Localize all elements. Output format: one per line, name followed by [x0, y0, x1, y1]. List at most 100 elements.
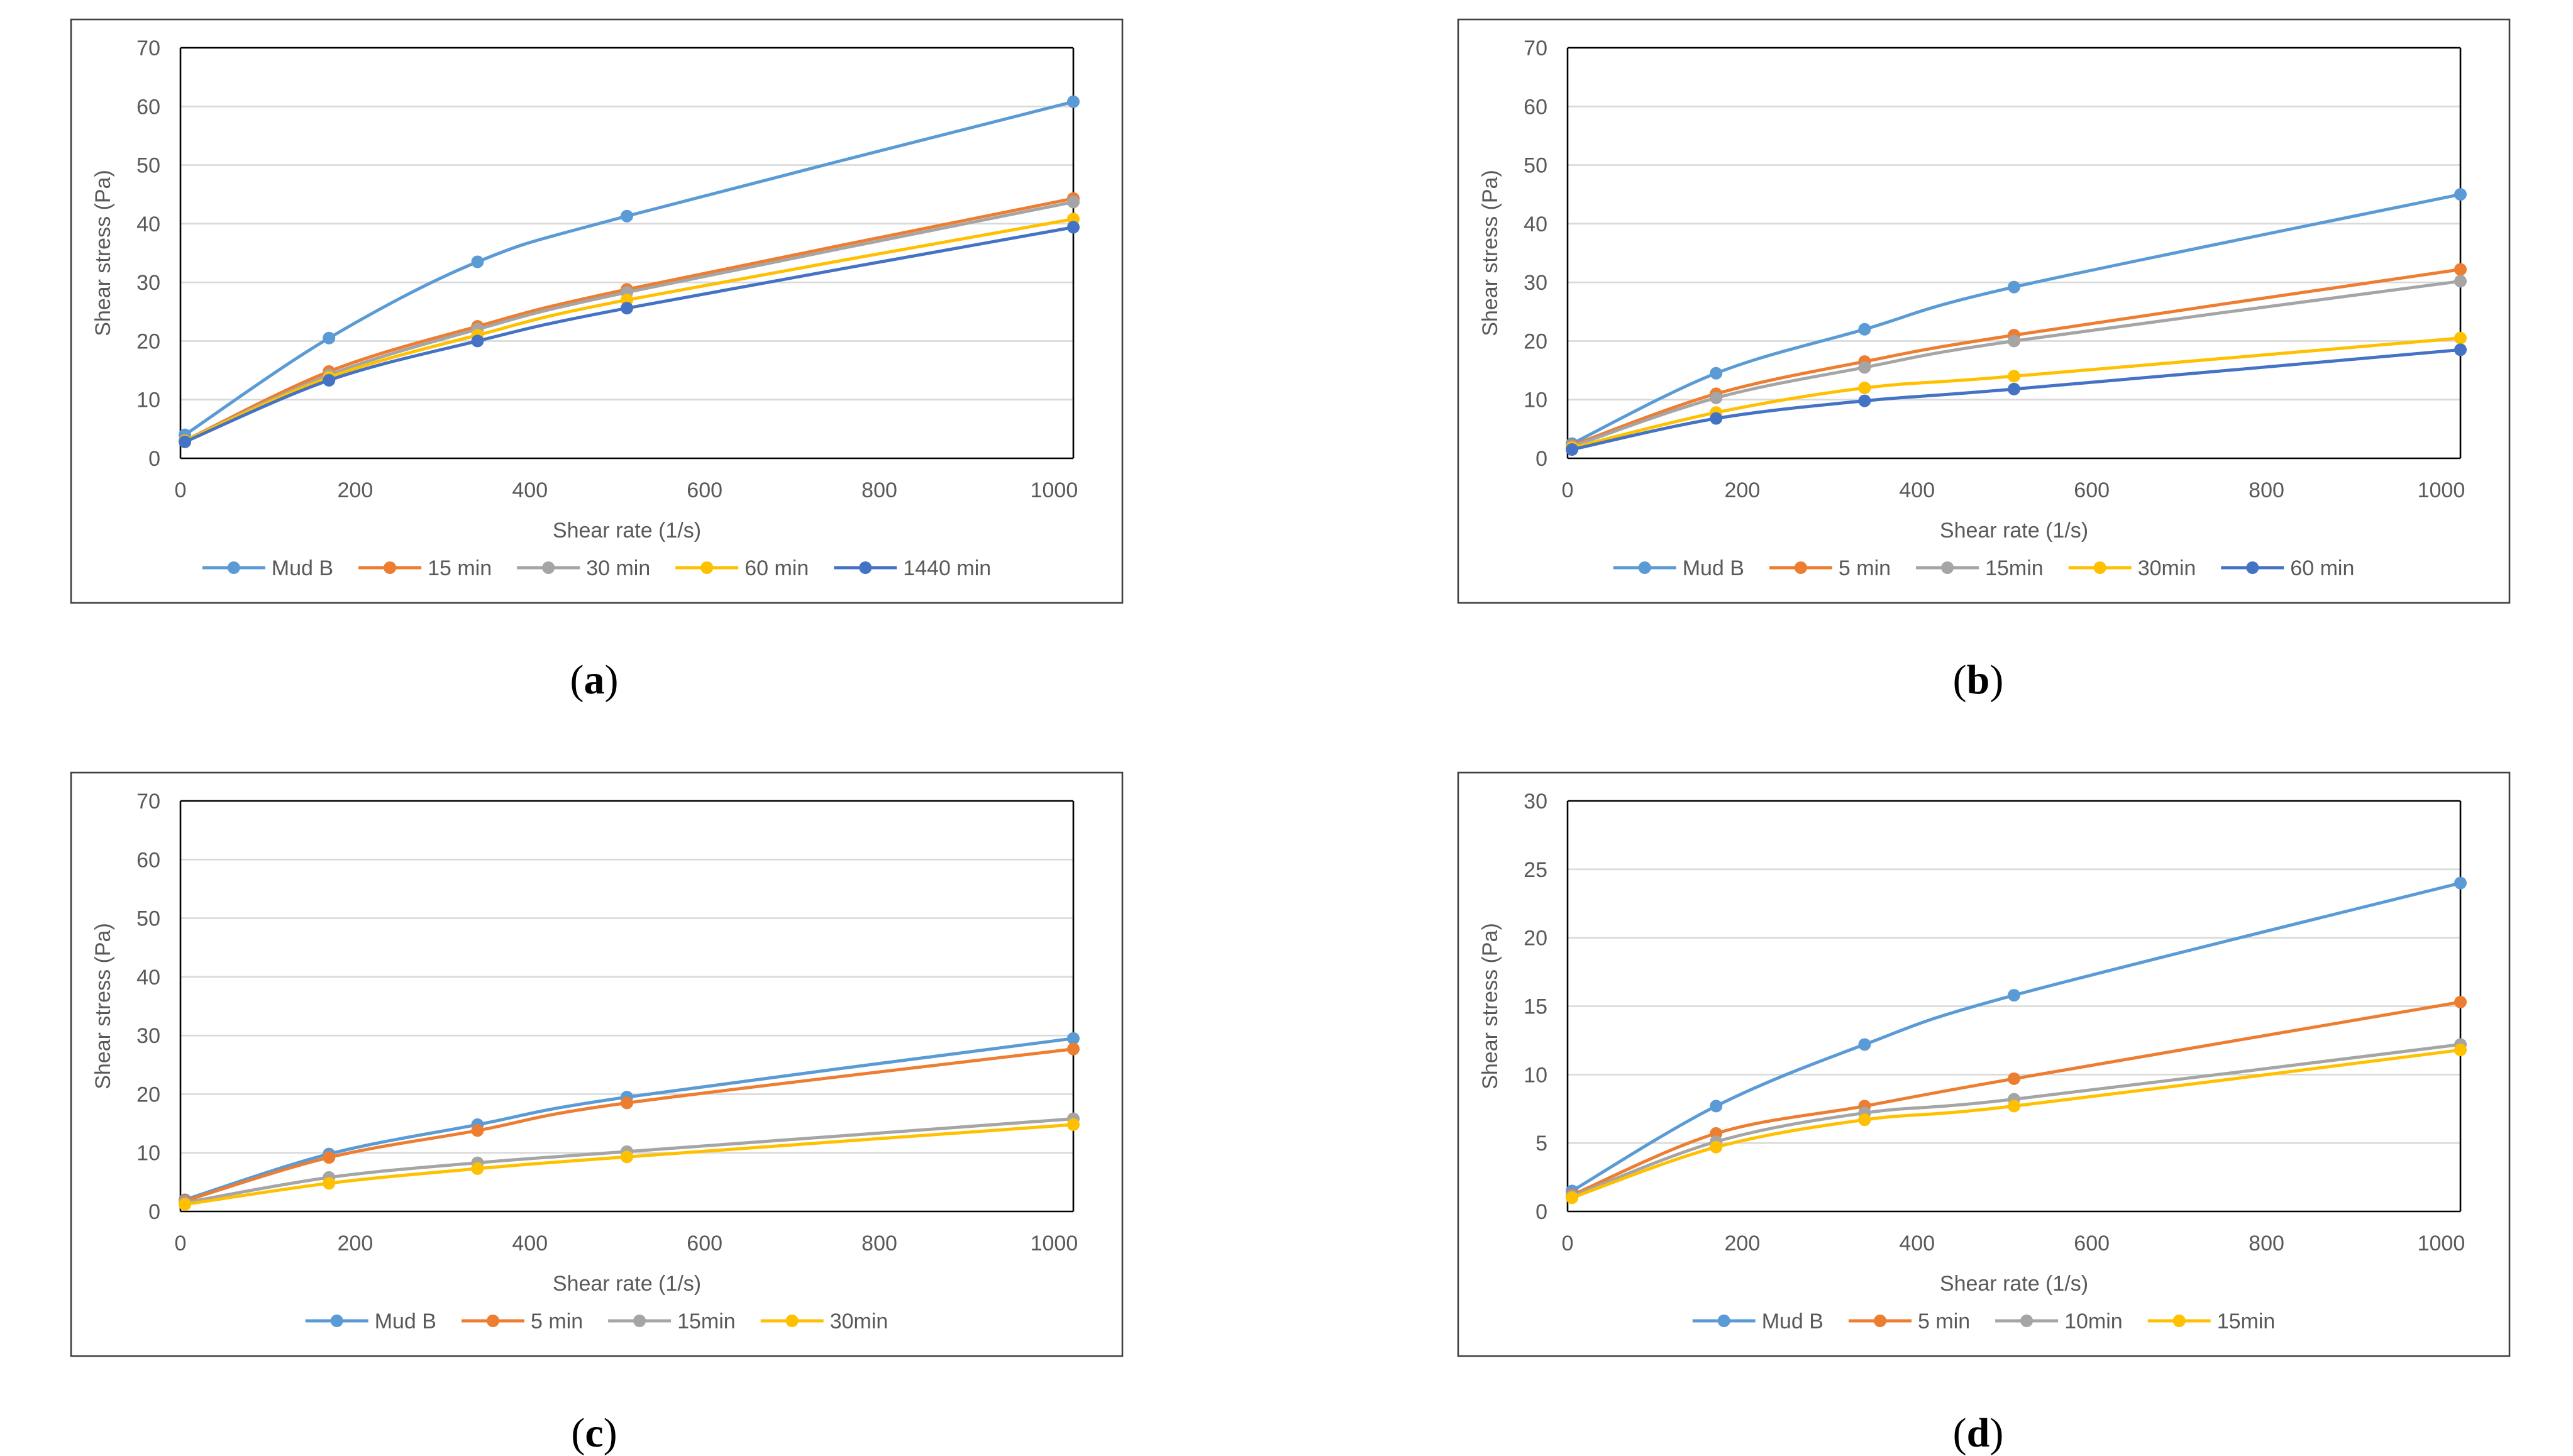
data-point — [1710, 1140, 1723, 1154]
y-tick-label: 60 — [136, 95, 160, 119]
legend-swatch-marker — [633, 1315, 646, 1327]
x-tick-label: 200 — [1725, 1232, 1761, 1255]
legend-swatch-marker — [1874, 1315, 1886, 1327]
data-point — [1858, 323, 1871, 336]
legend-label: 5 min — [1839, 556, 1891, 580]
data-point — [2454, 876, 2467, 890]
y-tick-label: 70 — [136, 36, 160, 60]
series-line-3 — [183, 217, 1075, 443]
data-point — [179, 435, 192, 448]
y-tick-label: 20 — [1524, 329, 1547, 353]
data-point — [471, 1124, 484, 1137]
chart-panel-d: 0 5 10 15 20 25 30 0 200 400 600 800 1000 Shear rate … — [1457, 771, 2511, 1357]
panel-label-a: (a) — [570, 657, 619, 703]
series-line-2 — [1570, 279, 2462, 448]
data-point — [1067, 1042, 1080, 1056]
legend-label: Mud B — [1683, 556, 1744, 580]
data-point — [2008, 989, 2020, 1002]
data-point — [1858, 1113, 1871, 1127]
x-tick-label: 0 — [1562, 1232, 1574, 1255]
x-tick-label: 1000 — [2418, 1232, 2465, 1255]
series-line-2 — [183, 1117, 1075, 1205]
data-point — [2008, 280, 2020, 294]
data-point — [621, 209, 633, 223]
x-tick-label: 1000 — [1031, 478, 1078, 502]
data-point — [1067, 95, 1080, 108]
x-axis-title: Shear rate (1/s) — [1940, 1272, 2088, 1296]
series-line-3 — [1570, 1048, 2462, 1200]
legend-swatch-marker — [487, 1315, 499, 1327]
data-point — [2454, 1044, 2467, 1057]
series-line-2 — [1570, 1042, 2462, 1198]
chart-frame-b — [1457, 18, 2511, 604]
y-tick-label: 40 — [136, 212, 160, 236]
series-line-4 — [1570, 348, 2462, 451]
y-tick-label: 30 — [136, 1024, 160, 1048]
legend-label: 15min — [677, 1310, 736, 1333]
legend-label: 60 min — [744, 556, 809, 580]
data-point — [1566, 1191, 1579, 1205]
y-tick-label: 10 — [1524, 389, 1547, 412]
y-axis-title: Shear stress (Pa) — [91, 170, 115, 336]
y-axis-title: Shear stress (Pa) — [1478, 923, 1502, 1089]
data-point — [2454, 995, 2467, 1008]
data-point — [621, 302, 633, 315]
data-point — [471, 334, 484, 348]
y-tick-label: 30 — [1524, 271, 1547, 295]
legend-item: 5 min — [1769, 556, 1891, 580]
legend-label: 15 min — [428, 556, 492, 580]
legend-item: 5 min — [1849, 1310, 1970, 1333]
legend-swatch-marker — [2172, 1315, 2186, 1327]
x-tick-label: 600 — [687, 1232, 722, 1255]
y-tick-label: 50 — [1524, 154, 1547, 178]
panel-label-c: (c) — [571, 1410, 617, 1456]
series-line-4 — [183, 226, 1075, 444]
x-axis-title: Shear rate (1/s) — [553, 519, 701, 543]
legend-item: Mud B — [202, 556, 333, 580]
series-line-0 — [1570, 192, 2462, 446]
legend-item: 30min — [760, 1310, 888, 1333]
chart-panel-b: 0 10 20 30 40 50 60 70 0 200 400 600 800 1000 Shear ra… — [1457, 18, 2511, 604]
legend-label: 60 min — [2290, 556, 2354, 580]
legend-swatch-marker — [785, 1315, 799, 1327]
y-tick-label: 0 — [1536, 447, 1547, 471]
legend: Mud B 5 min 15min 30min — [305, 1310, 888, 1333]
legend: Mud B 5 min 15min 30min 60 min — [1613, 556, 2354, 580]
x-tick-label: 0 — [1562, 478, 1574, 502]
x-tick-label: 400 — [512, 1232, 548, 1255]
x-tick-label: 600 — [2074, 478, 2110, 502]
legend-label: Mud B — [1762, 1310, 1823, 1333]
x-tick-label: 600 — [687, 478, 722, 502]
legend-label: 5 min — [1918, 1310, 1970, 1333]
data-point — [1710, 1100, 1723, 1113]
y-tick-label: 10 — [1524, 1063, 1547, 1087]
data-point — [2454, 331, 2467, 345]
data-point — [1067, 221, 1080, 234]
x-tick-label: 200 — [338, 478, 374, 502]
legend-item: 1440 min — [834, 556, 991, 580]
y-tick-label: 30 — [1524, 790, 1547, 813]
legend-swatch-marker — [227, 561, 240, 574]
legend-item: Mud B — [1692, 1310, 1823, 1333]
legend-swatch-marker — [384, 561, 397, 574]
legend-item: 15 min — [358, 556, 492, 580]
x-tick-label: 800 — [2249, 1232, 2284, 1255]
legend-swatch-marker — [1717, 1315, 1730, 1327]
x-axis-title: Shear rate (1/s) — [553, 1272, 701, 1296]
x-tick-label: 1000 — [2418, 478, 2465, 502]
series-line-3 — [1570, 336, 2462, 449]
series-line-0 — [183, 100, 1075, 437]
data-point — [1566, 443, 1579, 456]
legend-label: 30min — [2138, 556, 2196, 580]
x-tick-label: 400 — [512, 478, 548, 502]
data-point — [2008, 1072, 2020, 1085]
chart-panel-c: 0 10 20 30 40 50 60 70 0 200 400 600 800 1000 Shear ra… — [70, 771, 1124, 1357]
legend-label: 30min — [830, 1310, 888, 1333]
legend-item: Mud B — [1613, 556, 1744, 580]
y-tick-label: 30 — [136, 271, 160, 295]
data-point — [1067, 1032, 1080, 1045]
y-tick-label: 40 — [1524, 212, 1547, 236]
data-point — [1710, 412, 1723, 425]
panel-label-d: (d) — [1953, 1410, 2004, 1456]
x-tick-label: 0 — [175, 478, 187, 502]
